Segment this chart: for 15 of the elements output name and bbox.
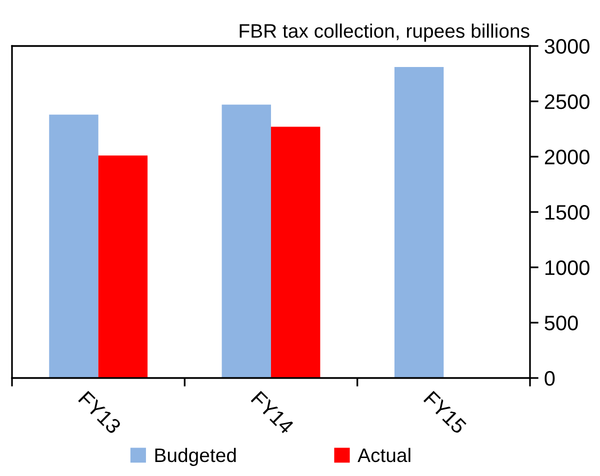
bar	[98, 156, 148, 378]
y-tick-label: 2000	[544, 150, 590, 164]
bar	[394, 67, 444, 378]
y-tick-label: 0	[544, 371, 555, 386]
y-tick-label: 2500	[544, 94, 590, 110]
bar	[271, 126, 320, 378]
bar	[222, 104, 271, 378]
y-tick-label: 1500	[545, 205, 590, 220]
legend-label: Actual	[358, 448, 410, 462]
y-tick-label: 1000	[545, 260, 590, 276]
legend-label: Budgeted	[155, 448, 236, 466]
chart-title: FBR tax collection, rupees billions	[240, 24, 530, 42]
y-tick-label: 3000	[544, 39, 590, 54]
bar	[49, 114, 98, 378]
y-tick-label: 500	[544, 316, 578, 330]
